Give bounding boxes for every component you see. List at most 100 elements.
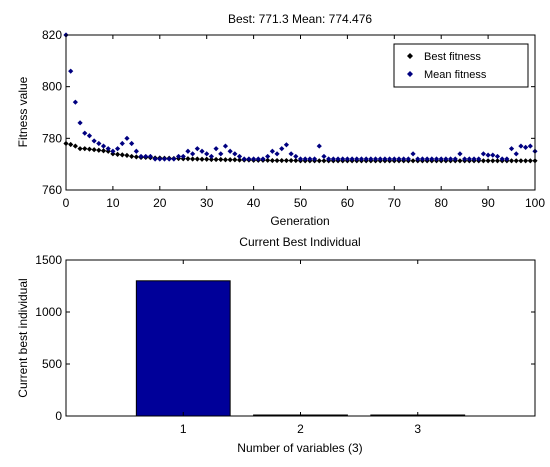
mean-fitness-point: [246, 156, 251, 161]
best-fitness-point: [523, 158, 528, 163]
y-tick-label: 1500: [35, 253, 62, 267]
x-tick-label: 60: [341, 196, 355, 210]
fitness-plot-xlabel: Generation: [270, 214, 329, 228]
best-individual-bars: [136, 281, 464, 416]
best-fitness-point: [228, 157, 233, 162]
x-tick-label: 90: [481, 196, 495, 210]
mean-fitness-point: [528, 143, 533, 148]
best-individual-plot-title: Current Best Individual: [239, 235, 360, 249]
best-fitness-point: [185, 156, 190, 161]
x-tick-label: 10: [106, 196, 120, 210]
fitness-plot-ylabel: Fitness value: [16, 76, 30, 147]
mean-fitness-point: [223, 143, 228, 148]
mean-fitness-point: [218, 151, 223, 156]
y-tick-label: 820: [42, 28, 62, 42]
best-fitness-point: [115, 152, 120, 157]
mean-fitness-point: [209, 154, 214, 159]
mean-fitness-point: [134, 149, 139, 154]
best-fitness-point: [129, 154, 134, 159]
legend-mean-label: Mean fitness: [424, 69, 487, 81]
best-fitness-point: [92, 147, 97, 152]
x-tick-label: 20: [153, 196, 167, 210]
best-fitness-point: [82, 146, 87, 151]
x-tick-label: 70: [388, 196, 402, 210]
y-tick-label: 500: [42, 357, 62, 371]
mean-fitness-point: [77, 120, 82, 125]
best-fitness-point: [190, 156, 195, 161]
mean-fitness-point: [167, 156, 172, 161]
best-fitness-point: [124, 153, 129, 158]
mean-fitness-point: [162, 156, 167, 161]
y-tick-label: 0: [55, 409, 62, 423]
best-fitness-point: [204, 157, 209, 162]
mean-fitness-point: [190, 151, 195, 156]
best-fitness-point: [195, 156, 200, 161]
best-individual-ticks: 1 2 3 0 500 1000 1500: [35, 253, 535, 436]
best-fitness-point: [410, 158, 415, 163]
best-fitness-point: [101, 148, 106, 153]
mean-fitness-point: [195, 146, 200, 151]
mean-fitness-point: [270, 149, 275, 154]
best-fitness-point: [77, 146, 82, 151]
mean-fitness-point: [87, 133, 92, 138]
x-tick-label: 2: [297, 422, 304, 436]
mean-fitness-point: [101, 143, 106, 148]
best-fitness-point: [486, 158, 491, 163]
best-fitness-point: [270, 158, 275, 163]
best-fitness-point: [274, 158, 279, 163]
mean-fitness-point: [228, 149, 233, 154]
mean-fitness-point: [153, 156, 158, 161]
best-fitness-point: [518, 158, 523, 163]
mean-fitness-point: [457, 151, 462, 156]
best-fitness-point: [279, 158, 284, 163]
mean-fitness-point: [490, 153, 495, 158]
best-fitness-point: [490, 158, 495, 163]
best-individual-ylabel: Current best individual: [16, 278, 30, 397]
variable-bar: [136, 281, 230, 416]
best-fitness-point: [218, 157, 223, 162]
mean-fitness-point: [265, 154, 270, 159]
mean-fitness-point: [82, 131, 87, 136]
x-tick-label: 30: [200, 196, 214, 210]
fitness-plot-title: Best: 771.3 Mean: 774.476: [228, 12, 372, 26]
mean-fitness-point: [514, 151, 519, 156]
best-fitness-point: [317, 158, 322, 163]
mean-fitness-point: [68, 69, 73, 74]
mean-fitness-point: [120, 141, 125, 146]
x-tick-label: 3: [414, 422, 421, 436]
x-tick-label: 1: [180, 422, 187, 436]
best-individual-plot: Current Best Individual 1 2 3050010001500 …: [16, 235, 535, 455]
y-tick-label: 780: [42, 131, 62, 145]
best-fitness-point: [457, 158, 462, 163]
mean-fitness-point: [486, 153, 491, 158]
mean-fitness-point: [293, 154, 298, 159]
mean-fitness-point: [143, 154, 148, 159]
best-fitness-point: [232, 157, 237, 162]
mean-fitness-point: [523, 145, 528, 150]
mean-fitness-point: [317, 143, 322, 148]
best-fitness-point: [96, 148, 101, 153]
mean-fitness-point: [289, 151, 294, 156]
mean-fitness-point: [73, 100, 78, 105]
mean-fitness-point: [204, 151, 209, 156]
best-fitness-point: [199, 157, 204, 162]
y-tick-label: 800: [42, 80, 62, 94]
best-fitness-point: [73, 143, 78, 148]
best-individual-xlabel: Number of variables (3): [237, 441, 362, 455]
best-fitness-point: [514, 158, 519, 163]
best-fitness-point: [481, 158, 486, 163]
best-fitness-point: [509, 158, 514, 163]
x-tick-label: 100: [525, 196, 545, 210]
mean-fitness-point: [157, 156, 162, 161]
legend-best-label: Best fitness: [424, 51, 481, 63]
mean-fitness-point: [92, 138, 97, 143]
x-tick-label: 40: [247, 196, 261, 210]
y-tick-label: 1000: [35, 305, 62, 319]
best-fitness-point: [284, 158, 289, 163]
best-fitness-point: [528, 158, 533, 163]
mean-fitness-point: [242, 156, 247, 161]
best-fitness-point: [120, 152, 125, 157]
mean-fitness-point: [410, 151, 415, 156]
y-tick-label: 760: [42, 183, 62, 197]
fitness-legend: Best fitness Mean fitness: [394, 44, 528, 87]
